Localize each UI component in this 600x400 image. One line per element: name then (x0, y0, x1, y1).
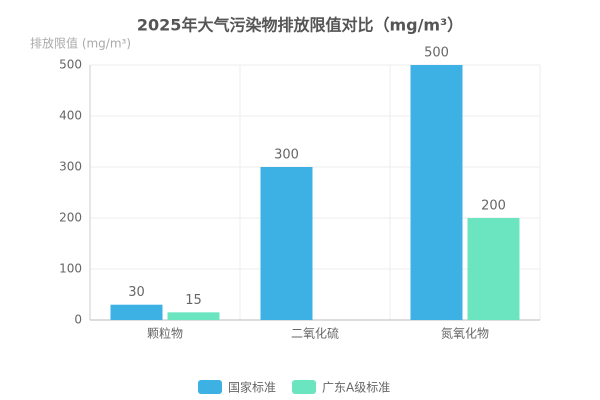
x-tick-label: 颗粒物 (147, 326, 183, 341)
data-label: 30 (128, 285, 145, 300)
bar (260, 167, 313, 320)
bar (167, 312, 220, 320)
y-tick-label: 300 (59, 160, 82, 174)
y-tick-label: 400 (59, 109, 82, 123)
chart-title: 2025年大气污染物排放限值对比（mg/m³） (137, 16, 463, 35)
x-tick-label: 二氧化硫 (291, 326, 339, 341)
y-axis-title: 排放限值 (mg/m³) (30, 36, 131, 51)
legend-label: 广东A级标准 (322, 381, 390, 395)
data-label: 200 (481, 199, 506, 214)
y-tick-label: 100 (59, 262, 82, 276)
bar (410, 65, 463, 320)
legend-swatch (198, 380, 222, 394)
data-label: 300 (274, 148, 299, 163)
data-label: 15 (185, 293, 202, 308)
bar (110, 304, 163, 320)
x-tick-label: 氮氧化物 (441, 326, 489, 341)
bar (467, 218, 520, 320)
legend-swatch (292, 380, 317, 394)
data-label: 500 (424, 46, 449, 61)
y-tick-label: 0 (74, 313, 82, 327)
y-tick-label: 200 (59, 211, 82, 225)
legend-label: 国家标准 (228, 380, 276, 395)
y-tick-label: 500 (59, 58, 82, 72)
